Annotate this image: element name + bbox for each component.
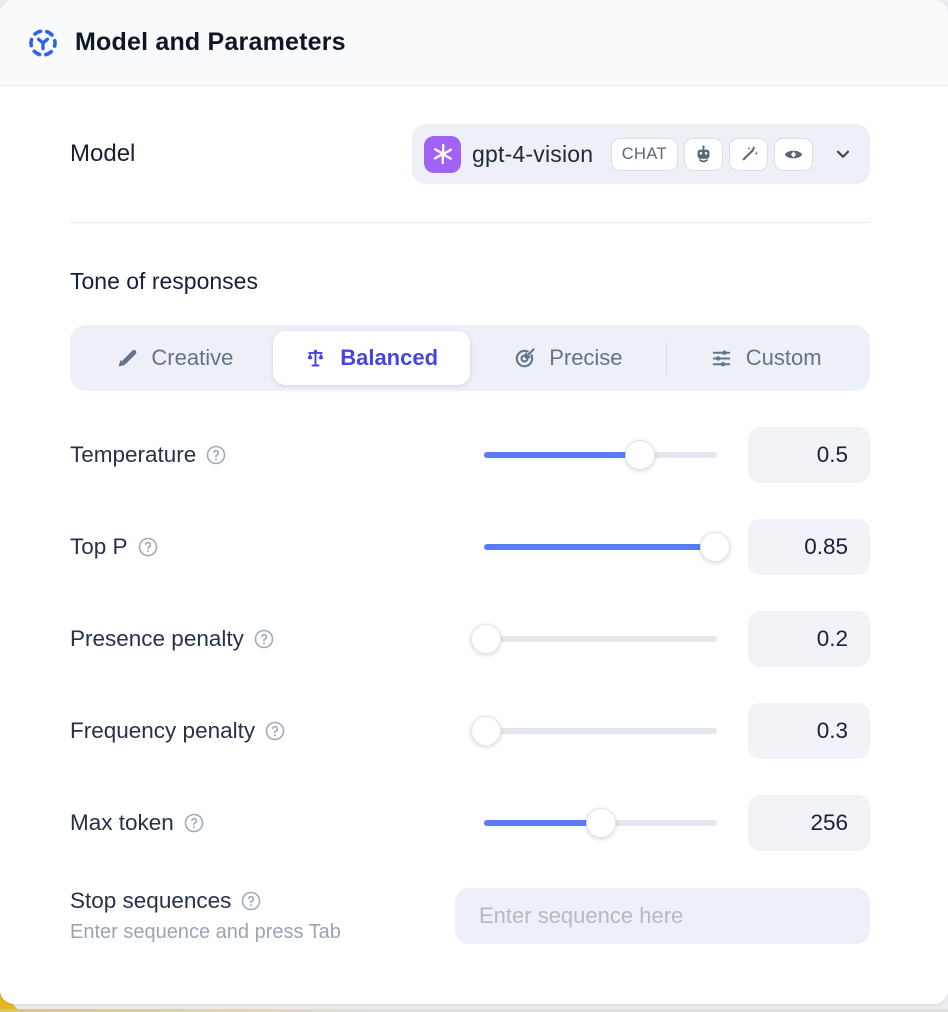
parameter-label: Presence penalty [70, 626, 275, 652]
background-bottom-strip [0, 1009, 948, 1012]
parameter-label-text: Top P [70, 534, 128, 559]
slider-track[interactable] [484, 636, 717, 642]
parameter-label: Max token [70, 810, 205, 836]
section-divider [70, 222, 870, 223]
chevron-down-icon [832, 143, 854, 165]
stop-sequences-label-text: Stop sequences [70, 888, 232, 913]
slider-thumb[interactable] [471, 624, 502, 654]
panel-title: Model and Parameters [75, 28, 346, 56]
help-icon[interactable] [205, 444, 227, 466]
parameter-row-frequency-penalty: Frequency penalty [70, 703, 870, 759]
parameter-label-text: Presence penalty [70, 626, 244, 651]
max-token-slider[interactable] [484, 808, 717, 838]
slider-thumb[interactable] [471, 716, 502, 746]
slider-fill [484, 544, 715, 550]
parameter-label: Temperature [70, 442, 227, 468]
stop-sequences-label: Stop sequences [70, 888, 341, 914]
tone-heading: Tone of responses [70, 268, 258, 294]
model-hub-icon [26, 26, 60, 60]
parameter-row-top-p: Top P [70, 519, 870, 575]
model-select-dropdown[interactable]: gpt-4-vision CHAT [412, 124, 870, 184]
top-p-slider[interactable] [484, 532, 730, 562]
parameter-row-temperature: Temperature [70, 427, 870, 483]
stop-sequences-labels: Stop sequences Enter sequence and press … [70, 888, 341, 944]
openai-logo-icon [424, 135, 461, 173]
segment-divider [666, 341, 668, 375]
tone-segmented-control: Creative Balanced [70, 325, 870, 391]
stop-sequences-helper-text: Enter sequence and press Tab [70, 921, 341, 943]
panel-header: Model and Parameters [0, 0, 948, 86]
slider-track[interactable] [484, 728, 717, 734]
sliders-icon [710, 347, 733, 370]
selected-model-name: gpt-4-vision [472, 140, 594, 167]
stop-sequence-input[interactable] [455, 888, 870, 944]
parameter-label-text: Temperature [70, 442, 197, 467]
tone-option-precise[interactable]: Precise [470, 331, 667, 385]
target-arrow-icon [513, 347, 536, 370]
model-row: Model gpt-4-vision [70, 124, 870, 184]
parameter-label-text: Frequency penalty [70, 718, 256, 743]
tone-option-label: Balanced [340, 345, 439, 370]
max-token-value-input[interactable] [748, 795, 870, 851]
temperature-value-input[interactable] [748, 427, 870, 483]
tone-option-label: Creative [151, 345, 234, 370]
balance-scale-icon [304, 347, 327, 370]
help-icon[interactable] [264, 720, 286, 742]
robot-icon [684, 137, 723, 171]
slider-thumb[interactable] [625, 440, 656, 470]
panel-body: Model gpt-4-vision [0, 124, 948, 944]
temperature-slider[interactable] [484, 440, 717, 470]
model-badges: CHAT [610, 137, 813, 171]
top-p-value-input[interactable] [748, 519, 870, 575]
help-icon[interactable] [137, 536, 159, 558]
tone-option-label: Custom [745, 345, 822, 370]
slider-fill [484, 452, 641, 458]
magic-wand-icon [729, 137, 768, 171]
chat-type-badge: CHAT [610, 137, 678, 171]
tone-option-creative[interactable]: Creative [76, 331, 273, 385]
help-icon[interactable] [253, 628, 275, 650]
parameter-row-presence-penalty: Presence penalty [70, 611, 870, 667]
frequency-penalty-slider[interactable] [471, 716, 717, 746]
parameter-label-text: Max token [70, 810, 174, 835]
vision-eye-icon [774, 137, 813, 171]
model-label: Model [70, 140, 136, 167]
slider-thumb[interactable] [585, 808, 616, 838]
tone-option-custom[interactable]: Custom [667, 331, 864, 385]
stop-sequences-row: Stop sequences Enter sequence and press … [70, 888, 870, 944]
slider-thumb[interactable] [699, 532, 730, 562]
slider-fill [484, 820, 601, 826]
help-icon[interactable] [183, 812, 205, 834]
presence-penalty-value-input[interactable] [748, 611, 870, 667]
tone-option-label: Precise [549, 345, 623, 370]
parameter-label: Top P [70, 534, 159, 560]
parameter-label: Frequency penalty [70, 718, 286, 744]
paintbrush-icon [115, 347, 138, 370]
parameter-row-max-token: Max token [70, 795, 870, 851]
tone-option-balanced[interactable]: Balanced [272, 331, 470, 385]
frequency-penalty-value-input[interactable] [748, 703, 870, 759]
presence-penalty-slider[interactable] [471, 624, 717, 654]
help-icon[interactable] [240, 890, 262, 912]
